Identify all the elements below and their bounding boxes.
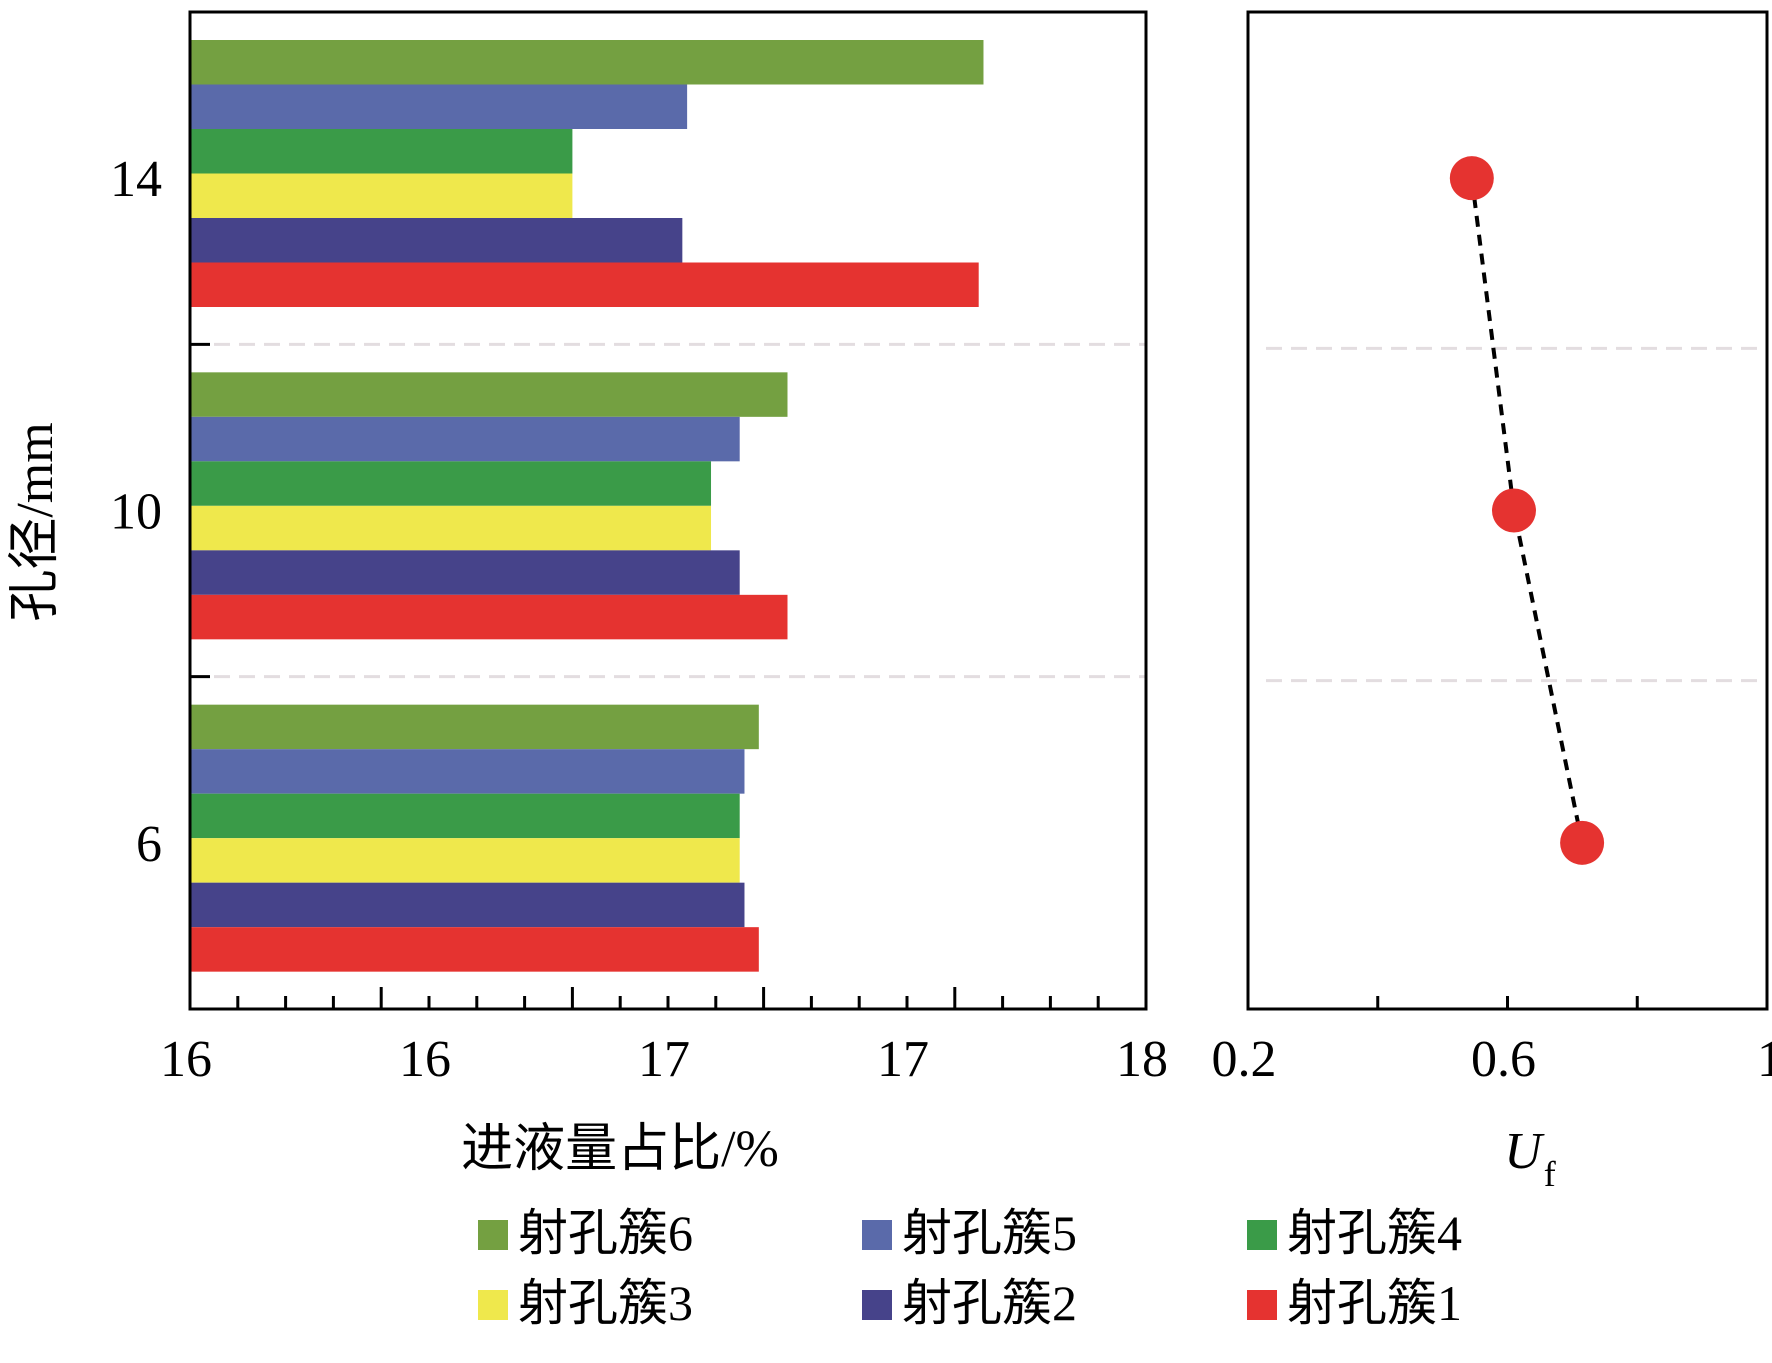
legend: 射孔簇6 射孔簇5 射孔簇4 射孔簇3 射孔簇2 射孔簇1 bbox=[478, 1205, 1462, 1331]
uf-point-14 bbox=[1449, 156, 1494, 201]
left-x-tick-label: 16 bbox=[160, 1031, 212, 1088]
left-x-tick-label: 18 bbox=[1116, 1031, 1168, 1088]
left-y-tick-label: 14 bbox=[110, 151, 162, 208]
legend-item-射孔簇4: 射孔簇4 bbox=[1247, 1205, 1462, 1261]
bar-射孔簇4-6 bbox=[190, 793, 740, 839]
left-x-tick-label: 17 bbox=[638, 1031, 690, 1088]
bar-射孔簇1-14 bbox=[190, 262, 979, 307]
right-line-chart: 0.2 0.6 1 Uf bbox=[1212, 10, 1772, 1194]
left-gridlines bbox=[214, 342, 1146, 679]
left-x-ticks: 16 16 17 17 18 bbox=[160, 987, 1168, 1088]
left-y-ticks: 14 10 6 bbox=[110, 151, 210, 873]
bar-射孔簇5-6 bbox=[190, 749, 745, 794]
legend-swatch bbox=[1247, 1220, 1277, 1250]
bar-射孔簇6-6 bbox=[190, 704, 759, 750]
legend-swatch bbox=[478, 1290, 508, 1320]
legend-swatch bbox=[862, 1220, 892, 1250]
uf-point-10 bbox=[1491, 488, 1536, 533]
bar-射孔簇2-6 bbox=[190, 882, 745, 928]
bar-射孔簇5-14 bbox=[190, 84, 688, 129]
bar-射孔簇6-14 bbox=[190, 40, 984, 85]
right-x-ticks: 0.2 0.6 1 bbox=[1212, 996, 1772, 1088]
left-x-tick-label: 16 bbox=[399, 1031, 451, 1088]
legend-swatch bbox=[478, 1220, 508, 1250]
legend-label: 射孔簇5 bbox=[902, 1205, 1077, 1261]
legend-label: 射孔簇6 bbox=[518, 1205, 693, 1261]
legend-label: 射孔簇2 bbox=[902, 1275, 1077, 1331]
bar-射孔簇6-10 bbox=[190, 372, 788, 417]
legend-swatch bbox=[862, 1290, 892, 1320]
uf-label-main: U bbox=[1504, 1123, 1545, 1180]
left-x-axis-label: 进液量占比/% bbox=[461, 1121, 779, 1178]
bar-射孔簇3-6 bbox=[190, 838, 740, 883]
bar-射孔簇4-14 bbox=[190, 129, 573, 174]
bar-射孔簇3-10 bbox=[190, 505, 712, 551]
right-gridlines bbox=[1266, 346, 1767, 683]
legend-item-射孔簇6: 射孔簇6 bbox=[478, 1205, 693, 1261]
uf-points bbox=[1449, 156, 1605, 865]
left-bars bbox=[190, 40, 984, 972]
uf-dashed-line bbox=[1469, 177, 1585, 844]
left-y-tick-label: 6 bbox=[136, 816, 162, 873]
right-x-tick-label: 0.2 bbox=[1212, 1031, 1277, 1088]
uf-point-6 bbox=[1560, 820, 1605, 865]
right-x-axis-label: Uf bbox=[1504, 1123, 1556, 1194]
right-x-tick-label: 0.6 bbox=[1471, 1031, 1536, 1088]
bar-射孔簇5-10 bbox=[190, 416, 740, 462]
legend-swatch bbox=[1247, 1290, 1277, 1320]
bar-射孔簇4-10 bbox=[190, 461, 712, 506]
right-x-tick-label: 1 bbox=[1757, 1031, 1772, 1088]
legend-label: 射孔簇3 bbox=[518, 1275, 693, 1331]
left-x-tick-label: 17 bbox=[877, 1031, 929, 1088]
uf-label-sub: f bbox=[1544, 1154, 1556, 1194]
legend-item-射孔簇2: 射孔簇2 bbox=[862, 1275, 1077, 1331]
left-bar-chart: 16 16 17 17 18 14 10 6 进液量占比/% 孔径/mm bbox=[7, 10, 1168, 1178]
bar-射孔簇2-10 bbox=[190, 550, 740, 595]
bar-射孔簇1-10 bbox=[190, 594, 788, 640]
left-y-tick-label: 10 bbox=[110, 484, 162, 541]
bar-射孔簇2-14 bbox=[190, 218, 683, 263]
legend-item-射孔簇5: 射孔簇5 bbox=[862, 1205, 1077, 1261]
legend-label: 射孔簇1 bbox=[1287, 1275, 1462, 1331]
legend-item-射孔簇3: 射孔簇3 bbox=[478, 1275, 693, 1331]
legend-label: 射孔簇4 bbox=[1287, 1205, 1462, 1261]
bar-射孔簇1-6 bbox=[190, 927, 759, 972]
legend-item-射孔簇1: 射孔簇1 bbox=[1247, 1275, 1462, 1331]
left-y-axis-label: 孔径/mm bbox=[7, 422, 64, 621]
bar-射孔簇3-14 bbox=[190, 173, 573, 218]
